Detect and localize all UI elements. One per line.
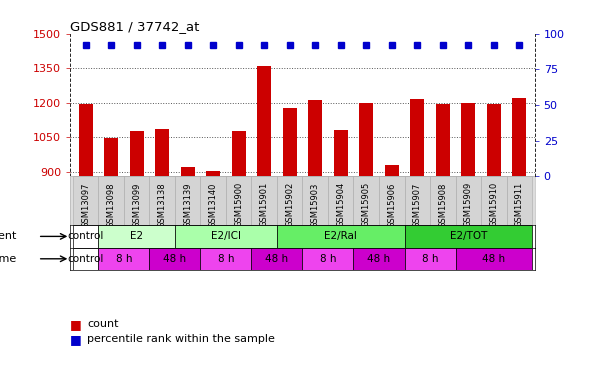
Text: 48 h: 48 h [482,254,505,264]
Bar [404,176,430,225]
Bar [257,66,271,176]
Text: count: count [87,320,119,329]
Bar [359,103,373,176]
Bar [507,176,532,225]
Bar [334,130,348,176]
Bar [73,248,98,270]
Text: 8 h: 8 h [320,254,336,264]
Bar [98,248,149,270]
Text: GSM13099: GSM13099 [132,182,141,228]
Bar [251,176,277,225]
Text: GSM15910: GSM15910 [489,182,499,227]
Text: ■: ■ [70,333,82,346]
Text: E2/TOT: E2/TOT [450,231,487,242]
Bar [124,176,149,225]
Bar [79,104,93,176]
Text: agent: agent [0,231,17,242]
Bar [155,129,169,176]
Text: E2/Ral: E2/Ral [324,231,357,242]
Text: GDS881 / 37742_at: GDS881 / 37742_at [70,20,200,33]
Bar [277,176,302,225]
Bar [354,176,379,225]
Bar [175,225,277,248]
Bar [308,100,322,176]
Bar [302,176,328,225]
Text: GSM15906: GSM15906 [387,182,397,228]
Text: GSM15903: GSM15903 [311,182,320,228]
Text: control: control [67,231,104,242]
Bar [283,108,297,176]
Bar [302,248,354,270]
Text: 48 h: 48 h [367,254,390,264]
Text: GSM13138: GSM13138 [158,182,167,228]
Text: 8 h: 8 h [115,254,132,264]
Bar [251,248,302,270]
Bar [175,176,200,225]
Bar [277,225,404,248]
Bar [73,176,98,225]
Bar [328,176,354,225]
Text: 8 h: 8 h [422,254,438,264]
Bar [487,104,501,176]
Bar [73,225,98,248]
Text: 48 h: 48 h [265,254,288,264]
Bar [436,104,450,176]
Bar [430,176,456,225]
Text: GSM15904: GSM15904 [336,182,345,227]
Bar [98,176,124,225]
Text: GSM15911: GSM15911 [515,182,524,227]
Text: GSM13140: GSM13140 [208,182,218,228]
Text: GSM15907: GSM15907 [413,182,422,228]
Text: percentile rank within the sample: percentile rank within the sample [87,334,275,344]
Bar [404,225,532,248]
Bar [104,138,118,176]
Bar [226,176,251,225]
Text: ■: ■ [70,318,82,331]
Bar [456,176,481,225]
Text: GSM15909: GSM15909 [464,182,473,227]
Bar [200,248,251,270]
Bar [206,171,220,176]
Bar [404,248,456,270]
Text: control: control [67,254,104,264]
Text: GSM13097: GSM13097 [81,182,90,228]
Bar [232,132,246,176]
Bar [149,248,200,270]
Bar [181,167,195,176]
Bar [379,176,404,225]
Text: GSM15908: GSM15908 [438,182,447,228]
Bar [512,98,526,176]
Text: GSM15902: GSM15902 [285,182,294,227]
Bar [200,176,226,225]
Bar [98,225,175,248]
Text: GSM15901: GSM15901 [260,182,269,227]
Bar [354,248,404,270]
Bar [481,176,507,225]
Text: time: time [0,254,17,264]
Bar [149,176,175,225]
Text: E2: E2 [130,231,143,242]
Text: GSM13098: GSM13098 [106,182,115,228]
Text: 8 h: 8 h [218,254,234,264]
Bar [130,131,144,176]
Text: 48 h: 48 h [163,254,186,264]
Text: GSM15900: GSM15900 [234,182,243,227]
Bar [461,103,475,176]
Bar [410,99,424,176]
Text: GSM15905: GSM15905 [362,182,371,227]
Bar [385,165,399,176]
Bar [456,248,532,270]
Text: GSM13139: GSM13139 [183,182,192,228]
Text: E2/ICI: E2/ICI [211,231,241,242]
